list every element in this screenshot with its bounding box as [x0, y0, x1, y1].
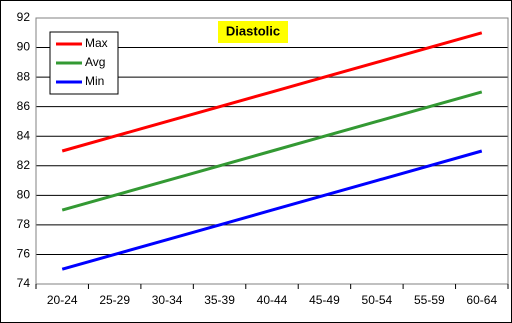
x-tick-label: 25-29 [99, 293, 130, 307]
y-tick-label: 86 [17, 99, 31, 113]
y-tick-label: 82 [17, 158, 31, 172]
plot-area [35, 17, 509, 285]
title-box [218, 21, 288, 43]
y-tick-label: 90 [17, 40, 31, 54]
series-line [61, 149, 483, 271]
x-tick-label: 20-24 [47, 293, 78, 307]
y-tick-label: 84 [17, 128, 31, 142]
x-tick-label: 45-49 [309, 293, 340, 307]
legend-label: Min [85, 74, 104, 88]
x-tick-label: 55-59 [414, 293, 445, 307]
series-line [61, 31, 483, 153]
chart-title: Diastolic [226, 23, 280, 38]
legend-label: Max [85, 36, 108, 50]
x-tick-label: 50-54 [362, 293, 393, 307]
x-tick-label: 30-34 [152, 293, 183, 307]
y-tick-label: 88 [17, 69, 31, 83]
x-tick-label: 60-64 [466, 293, 497, 307]
y-tick-label: 80 [17, 188, 31, 202]
y-tick-label: 76 [17, 247, 31, 261]
series-line [61, 90, 483, 212]
x-tick-label: 35-39 [204, 293, 235, 307]
legend-label: Avg [85, 55, 105, 69]
y-tick-label: 78 [17, 217, 31, 231]
y-tick-label: 92 [17, 10, 31, 24]
x-tick-label: 40-44 [257, 293, 288, 307]
y-tick-label: 74 [17, 276, 31, 290]
